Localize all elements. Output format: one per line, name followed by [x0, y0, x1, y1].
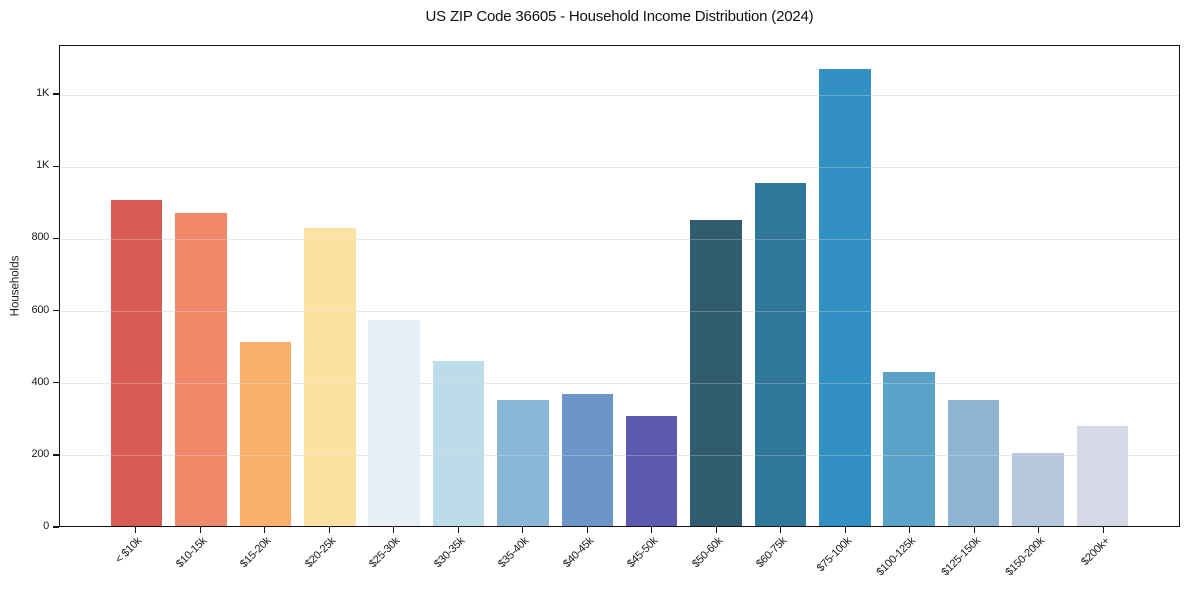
gridline — [60, 166, 1179, 168]
x-tick-label: $125-150k — [939, 535, 983, 579]
x-tick-label: $15-20k — [238, 535, 274, 571]
x-tick-label: $100-125k — [874, 535, 919, 579]
x-tick-mark — [973, 527, 975, 533]
bar — [819, 69, 871, 526]
bar — [690, 219, 742, 526]
x-tick-mark — [780, 527, 782, 533]
y-tick-mark — [52, 381, 59, 384]
gridline — [60, 166, 1179, 168]
x-tick-label: $40-45k — [560, 535, 596, 571]
x-tick-mark — [457, 527, 459, 533]
x-axis-labels: < $10k $10-15k $15-20k $20-25k $25-30k $30-35… — [59, 527, 1180, 590]
x-tick-mark — [1038, 527, 1040, 533]
x-tick-label: $20-25k — [302, 535, 338, 571]
y-tick-mark — [52, 526, 59, 528]
x-tick-mark — [586, 527, 588, 533]
x-tick-mark — [264, 527, 266, 533]
bar — [754, 182, 807, 526]
x-tick-label: $60-75k — [754, 535, 790, 571]
x-tick-mark — [715, 527, 717, 533]
gridline — [60, 238, 1179, 240]
bar — [432, 361, 485, 526]
x-tick-label: $75-100k — [814, 535, 854, 575]
gridline — [60, 383, 1179, 385]
gridline — [60, 455, 1179, 457]
gridline — [60, 311, 1179, 313]
x-tick-mark — [135, 527, 137, 533]
bar — [239, 342, 292, 526]
y-tick-mark — [52, 237, 59, 240]
bar — [1012, 453, 1064, 526]
y-tick-label: 600 — [31, 303, 50, 316]
x-tick-mark — [651, 527, 653, 533]
y-tick-mark — [52, 93, 59, 95]
bar — [883, 371, 935, 526]
x-tick-label: $25-30k — [367, 535, 403, 571]
x-tick-mark — [199, 527, 201, 533]
bar — [110, 200, 163, 526]
bar — [625, 416, 678, 526]
x-tick-label: $50-60k — [689, 535, 725, 571]
y-tick-mark — [52, 165, 59, 167]
y-tick-mark — [52, 454, 59, 456]
x-tick-mark — [522, 527, 524, 533]
gridline — [60, 455, 1179, 457]
gridline — [60, 94, 1179, 96]
bar — [368, 319, 420, 526]
plot-area — [59, 45, 1180, 527]
y-tick-label: 1K — [36, 87, 49, 100]
x-tick-label: < $10k — [113, 535, 145, 566]
x-tick-mark — [393, 527, 395, 533]
bar — [497, 399, 549, 526]
x-tick-mark — [909, 527, 911, 533]
bar — [947, 399, 1000, 526]
y-tick-label: 1K — [36, 159, 49, 172]
x-tick-label: $35-40k — [496, 535, 532, 571]
y-tick-label: 0 — [43, 520, 49, 532]
x-tick-mark — [844, 527, 846, 533]
x-tick-label: $45-50k — [625, 535, 661, 571]
gridline — [60, 94, 1179, 96]
gridline — [60, 311, 1179, 313]
bar — [304, 227, 356, 526]
chart-title: US ZIP Code 36605 - Household Income Dis… — [425, 8, 814, 25]
bar — [175, 213, 227, 526]
y-tick-mark — [52, 309, 59, 312]
x-tick-label: $10-15k — [173, 535, 209, 571]
x-tick-mark — [328, 527, 330, 533]
x-tick-label: $30-35k — [431, 535, 467, 571]
y-tick-label: 400 — [31, 375, 50, 388]
y-tick-label: 200 — [31, 447, 50, 460]
x-tick-label: $200k+ — [1078, 535, 1112, 568]
bar — [561, 393, 614, 526]
gridline — [60, 383, 1179, 385]
bar — [1076, 425, 1129, 526]
x-tick-label: $150-200k — [1003, 535, 1048, 579]
gridline — [60, 238, 1179, 240]
x-tick-mark — [1102, 527, 1104, 533]
y-tick-label: 800 — [31, 231, 50, 244]
